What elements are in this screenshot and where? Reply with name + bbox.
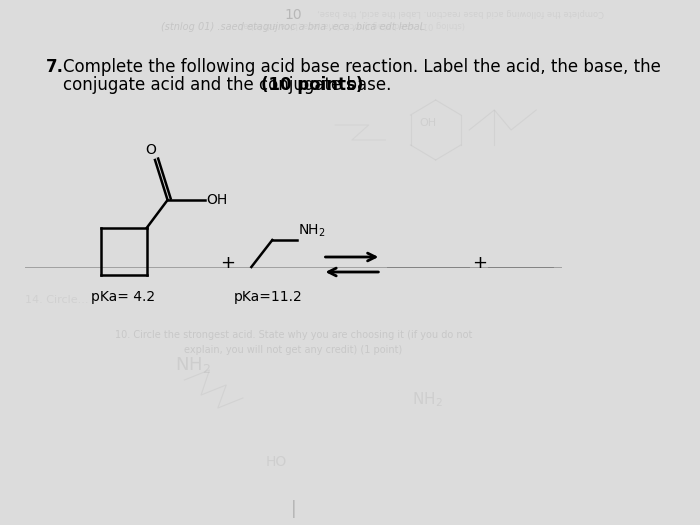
Text: $\mathrm{NH_2}$: $\mathrm{NH_2}$ — [175, 355, 211, 375]
Text: (stnlog 01) .saed etagujnoc a bna ,eca ,bica edt lebaL: (stnlog 01) .saed etagujnoc a bna ,eca ,… — [239, 20, 466, 29]
Text: Complete the following acid base reaction. Label the acid, the base, the: Complete the following acid base reactio… — [63, 58, 661, 76]
Text: O: O — [146, 143, 156, 157]
Text: 10: 10 — [284, 8, 302, 22]
Text: +: + — [473, 254, 488, 272]
Text: conjugate acid and the conjugate base.: conjugate acid and the conjugate base. — [63, 76, 396, 94]
Text: Complete the following acid base reaction. Label the acid, the base,: Complete the following acid base reactio… — [317, 8, 604, 17]
Text: |: | — [290, 500, 296, 518]
Text: $\mathrm{NH_2}$: $\mathrm{NH_2}$ — [412, 390, 442, 408]
Text: HO: HO — [266, 455, 287, 469]
Text: 7.: 7. — [46, 58, 64, 76]
Text: OH: OH — [419, 118, 436, 128]
Text: pKa= 4.2: pKa= 4.2 — [91, 290, 155, 304]
Text: (10 points): (10 points) — [260, 76, 363, 94]
Text: 14. Circle...: 14. Circle... — [25, 295, 89, 305]
Text: +: + — [220, 254, 235, 272]
Text: NH$_2$: NH$_2$ — [298, 223, 326, 239]
Text: OH: OH — [206, 193, 228, 207]
Text: pKa=11.2: pKa=11.2 — [234, 290, 302, 304]
Text: explain, you will not get any credit) (1 point): explain, you will not get any credit) (1… — [184, 345, 402, 355]
Text: 10. Circle the strongest acid. State why you are choosing it (if you do not: 10. Circle the strongest acid. State why… — [115, 330, 472, 340]
Text: (stnlog 01) .saed etagujnoc a bna ,eca ,bica edt lebaL: (stnlog 01) .saed etagujnoc a bna ,eca ,… — [161, 22, 426, 32]
